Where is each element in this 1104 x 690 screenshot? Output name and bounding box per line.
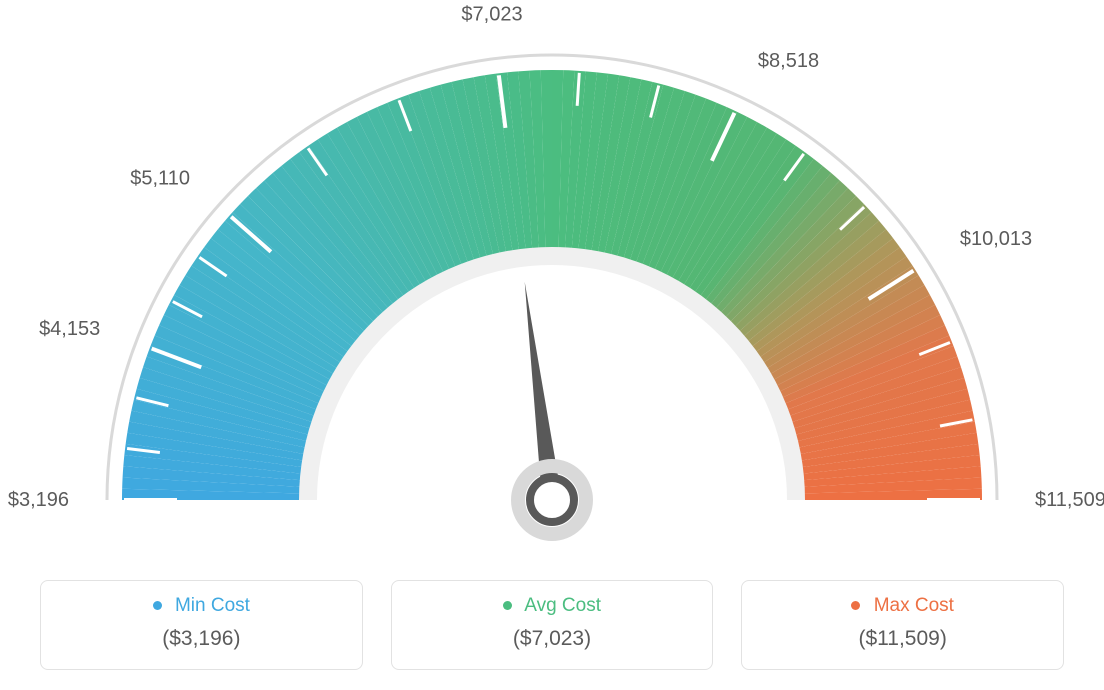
tick-label: $4,153 <box>39 318 100 340</box>
tick-label: $8,518 <box>758 50 819 72</box>
cost-gauge-chart: $3,196 $4,153 $5,110 $7,023 $8,518 $10,013 $11… <box>0 0 1104 690</box>
gauge-area: $3,196 $4,153 $5,110 $7,023 $8,518 $10,013 $11… <box>0 0 1104 570</box>
avg-cost-title: Avg Cost <box>402 595 703 617</box>
avg-dot-icon <box>503 601 512 610</box>
tick-label: $7,023 <box>461 4 522 26</box>
tick-label: $10,013 <box>960 228 1032 250</box>
max-cost-card: Max Cost ($11,509) <box>741 580 1064 670</box>
min-dot-icon <box>153 601 162 610</box>
avg-cost-value: ($7,023) <box>402 627 703 651</box>
max-dot-icon <box>851 601 860 610</box>
needle-hub-inner <box>530 478 574 522</box>
max-cost-value: ($11,509) <box>752 627 1053 651</box>
max-cost-title: Max Cost <box>752 595 1053 617</box>
tick-label: $5,110 <box>130 167 190 189</box>
minor-tick <box>577 73 579 106</box>
gauge-svg: $3,196 $4,153 $5,110 $7,023 $8,518 $10,013 $11… <box>0 0 1104 570</box>
tick-label: $11,509 <box>1035 489 1104 511</box>
gauge-band <box>122 70 982 500</box>
min-cost-title: Min Cost <box>51 595 352 617</box>
min-cost-card: Min Cost ($3,196) <box>40 580 363 670</box>
min-title-text: Min Cost <box>175 595 250 616</box>
tick-label: $3,196 <box>8 489 69 511</box>
avg-cost-card: Avg Cost ($7,023) <box>391 580 714 670</box>
summary-row: Min Cost ($3,196) Avg Cost ($7,023) Max … <box>40 580 1064 670</box>
max-title-text: Max Cost <box>874 595 954 616</box>
min-cost-value: ($3,196) <box>51 627 352 651</box>
avg-title-text: Avg Cost <box>524 595 601 616</box>
